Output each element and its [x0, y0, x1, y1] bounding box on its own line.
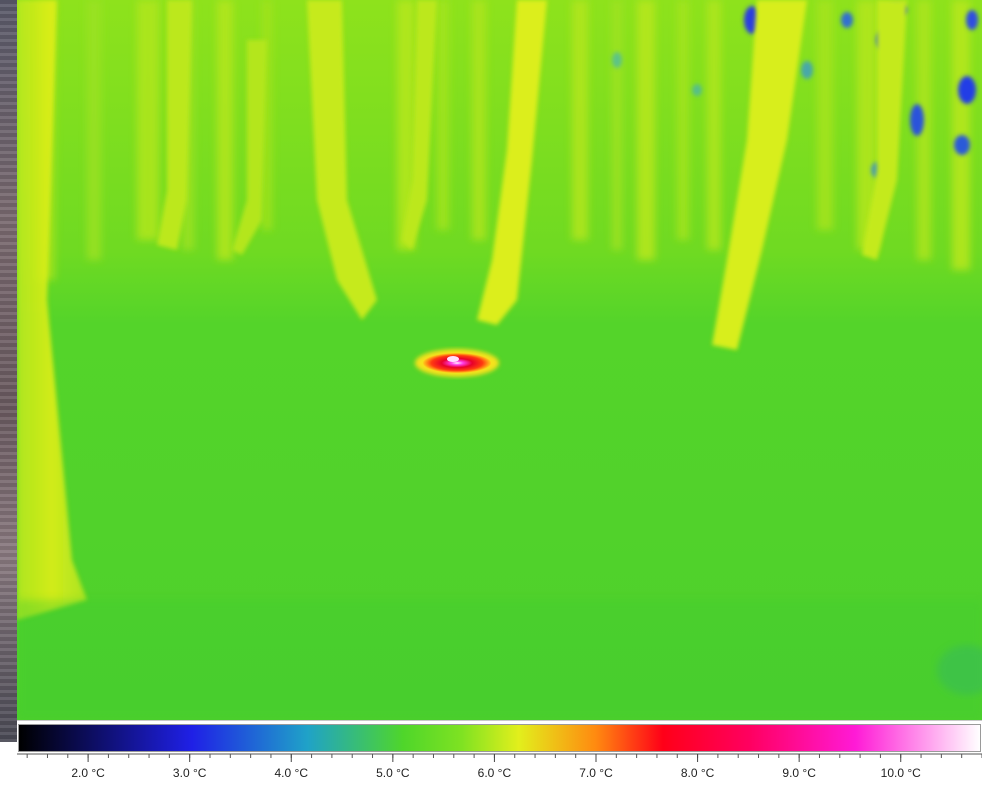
- scale-tick-label: 10.0 °C: [880, 766, 921, 780]
- scale-tick-label: 5.0 °C: [376, 766, 410, 780]
- scale-tick-label: 6.0 °C: [477, 766, 512, 780]
- color-scale-bar-frame: [17, 720, 982, 754]
- scale-tick-label: 3.0 °C: [172, 766, 207, 780]
- scale-tick-label: 2.0 °C: [71, 766, 105, 780]
- scale-tick-label: 4.0 °C: [274, 766, 308, 780]
- temperature-scale-axis: 2.0 °C 3.0 °C 4.0 °C 5.0 °C 6.0 °C 7.0 °C 8.0 …: [17, 753, 982, 785]
- left-image-edge: [0, 0, 17, 742]
- scale-tick-label: 9.0 °C: [782, 766, 816, 780]
- scale-tick-label: 8.0 °C: [680, 766, 715, 780]
- thermal-image: [17, 0, 982, 720]
- scale-tick-label: 7.0 °C: [579, 766, 613, 780]
- color-scale-bar: [18, 724, 981, 752]
- warm-animal-spot: [415, 349, 499, 377]
